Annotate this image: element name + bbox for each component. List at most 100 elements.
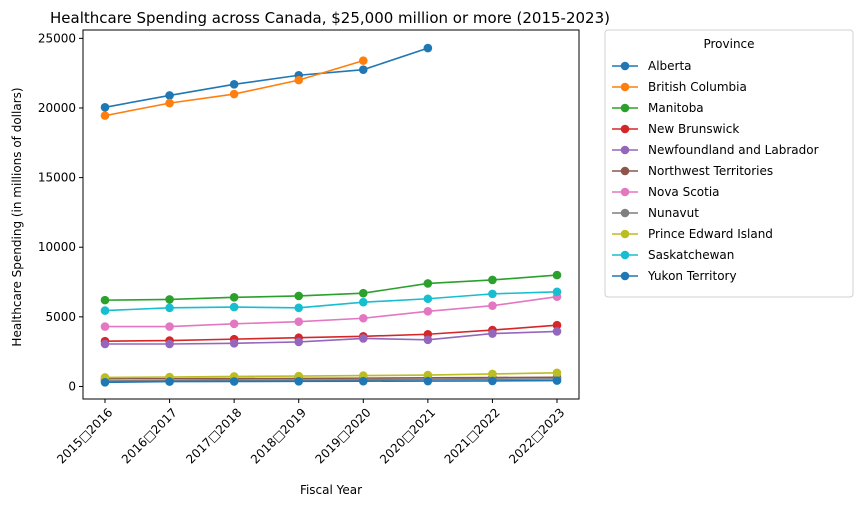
- legend-marker: [620, 229, 630, 239]
- legend-marker: [620, 208, 630, 218]
- legend-item: Alberta: [612, 59, 692, 73]
- data-point: [423, 335, 433, 345]
- y-tick-label: 5000: [45, 310, 76, 324]
- data-point: [294, 303, 304, 313]
- data-point: [294, 317, 304, 327]
- chart-title: Healthcare Spending across Canada, $25,0…: [50, 9, 610, 27]
- legend-marker: [620, 61, 630, 71]
- legend-label: Nunavut: [648, 206, 699, 220]
- x-tick-label: 2019□2020: [313, 405, 374, 466]
- data-point: [229, 339, 239, 348]
- data-point: [552, 287, 562, 297]
- data-point: [488, 329, 497, 338]
- legend-label: British Columbia: [648, 80, 747, 94]
- data-point: [165, 295, 174, 304]
- data-point: [165, 322, 174, 331]
- series-line: [104, 372, 558, 379]
- data-point: [165, 91, 174, 100]
- legend: Province Alberta British Columbia Manitoba N…: [604, 29, 854, 298]
- data-point: [358, 56, 368, 65]
- series-line: [104, 324, 558, 343]
- series-line: [105, 295, 558, 328]
- series-2: [100, 270, 562, 305]
- data-point: [100, 339, 110, 349]
- data-point: [358, 313, 368, 323]
- data-point: [423, 294, 433, 304]
- legend-label: Northwest Territories: [648, 164, 773, 178]
- legend-label: Alberta: [648, 59, 692, 73]
- legend-marker: [620, 145, 630, 155]
- series-0: [100, 43, 433, 112]
- data-point: [423, 279, 433, 288]
- data-point: [165, 98, 174, 108]
- legend-marker: [620, 166, 630, 176]
- legend-marker: [620, 124, 630, 134]
- data-point: [358, 334, 368, 343]
- legend-marker: [620, 103, 630, 113]
- legend-item: Manitoba: [612, 101, 704, 115]
- series-6: [100, 292, 562, 331]
- data-point: [294, 377, 304, 386]
- y-axis: 0 5000 10000 15000 20000 25000: [38, 31, 83, 393]
- data-point: [294, 291, 304, 301]
- legend-item: Prince Edward Island: [612, 227, 773, 241]
- x-tick-label: 2016□2017: [119, 405, 180, 466]
- data-point: [488, 289, 497, 299]
- plot-marks: [100, 43, 562, 387]
- y-tick-label: 15000: [38, 171, 76, 185]
- series-line: [104, 378, 558, 382]
- data-point: [229, 319, 239, 329]
- data-point: [358, 288, 368, 298]
- data-point: [229, 89, 239, 99]
- data-point: [552, 376, 562, 385]
- legend-label: Newfoundland and Labrador: [648, 143, 819, 157]
- data-point: [229, 302, 239, 312]
- legend-label: New Brunswick: [648, 122, 739, 136]
- series-line: [104, 47, 429, 109]
- data-point: [423, 370, 433, 380]
- legend-frame: [604, 29, 854, 298]
- legend-label: Nova Scotia: [648, 185, 720, 199]
- legend-item: British Columbia: [612, 80, 747, 94]
- data-point: [229, 80, 239, 89]
- x-tick-label: 2021□2022: [442, 405, 503, 466]
- data-point: [423, 306, 433, 316]
- data-point: [229, 377, 239, 386]
- data-point: [100, 322, 110, 331]
- data-point: [294, 75, 304, 85]
- data-point: [100, 295, 110, 305]
- data-point: [488, 369, 497, 379]
- series-1: [100, 56, 368, 120]
- legend-label: Saskatchewan: [648, 248, 734, 262]
- y-tick-label: 10000: [38, 240, 76, 254]
- series-line: [104, 274, 558, 301]
- legend-item: Northwest Territories: [612, 164, 773, 178]
- legend-item: Nova Scotia: [612, 185, 720, 199]
- data-point: [552, 327, 562, 336]
- x-axis: 2015□2016 2016□2017 2017□2018 2018□2019 2019…: [54, 399, 567, 467]
- data-point: [358, 65, 368, 74]
- data-point: [358, 297, 368, 307]
- data-point: [100, 102, 110, 112]
- data-point: [423, 43, 433, 53]
- legend-marker: [620, 271, 630, 281]
- legend-marker: [620, 250, 630, 260]
- legend-label: Manitoba: [648, 101, 704, 115]
- legend-item: Newfoundland and Labrador: [612, 143, 819, 157]
- x-tick-label: 2022□2023: [506, 405, 567, 466]
- data-point: [100, 306, 110, 315]
- series-line: [104, 290, 558, 312]
- series-4: [100, 327, 562, 349]
- data-point: [294, 337, 304, 347]
- data-point: [488, 275, 497, 285]
- data-point: [552, 368, 562, 378]
- legend-item: Nunavut: [612, 206, 699, 220]
- x-tick-label: 2017□2018: [183, 405, 244, 466]
- y-tick-label: 25000: [38, 31, 76, 45]
- legend-title: Province: [703, 37, 754, 51]
- legend-label: Yukon Territory: [647, 269, 737, 283]
- series-10: [100, 376, 562, 387]
- series-line: [104, 379, 558, 384]
- data-point: [165, 303, 174, 313]
